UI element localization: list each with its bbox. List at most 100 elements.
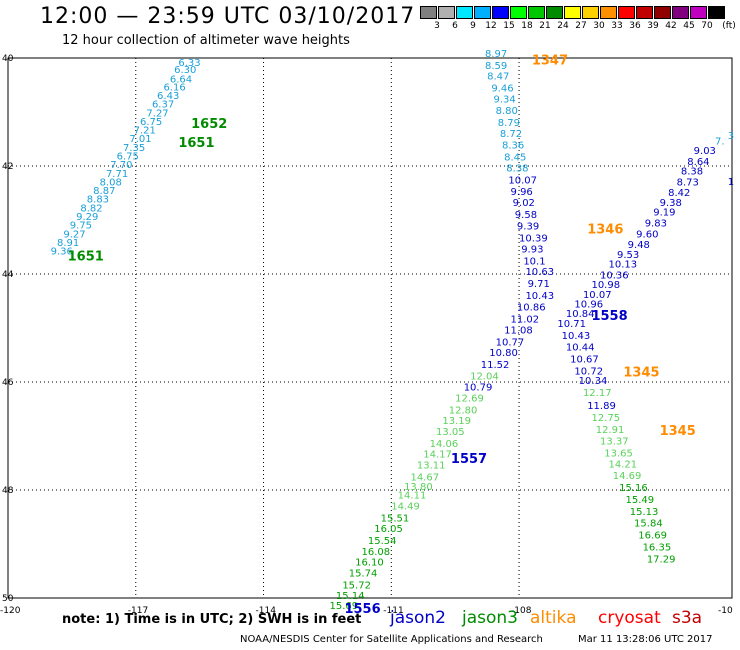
legend-label: 30 [593,21,605,31]
legend-swatch [528,6,545,19]
wave-height-value: 16.08 [361,547,390,558]
wave-height-value: 10.79 [464,383,493,394]
wave-height-value: 8.38 [506,163,528,174]
wave-height-value: 14.11 [398,491,427,502]
legend-label: 18 [521,21,533,31]
wave-height-value: 8.73 [677,177,699,188]
wave-height-value: 8.72 [500,129,522,140]
wave-height-value: 6.64 [170,74,192,85]
wave-height-value: 15.13 [630,507,659,518]
wave-height-value: 9.96 [511,187,533,198]
wave-height-value: 15.54 [368,536,397,547]
satellite-name: jason3 [462,608,518,628]
legend-swatch [546,6,563,19]
wave-height-value: 11.89 [587,401,616,412]
wave-height-value: 10.71 [557,319,586,330]
wave-height-value: 12.17 [583,388,612,399]
wave-height-value: 13.05 [436,427,465,438]
legend-swatch [690,6,707,19]
legend-swatch [420,6,437,19]
legend-label: 33 [611,21,623,31]
page-subtitle: 12 hour collection of altimeter wave hei… [62,33,350,48]
wave-height-value: 15.74 [349,568,378,579]
wave-height-value: 13.19 [442,416,471,427]
wave-height-value: 8.87 [93,186,115,197]
pass-time-label: 1347 [532,53,568,68]
wave-height-value: 9.48 [628,240,650,251]
wave-height-value: 10.36 [600,270,629,281]
pass-time-label: 1345 [660,424,696,439]
wave-height-value: 15.51 [381,513,410,524]
wave-height-value: 10.98 [591,280,620,291]
wave-height-value: 8.38 [681,167,703,178]
legend-swatch [582,6,599,19]
lon-label: -120 [0,606,21,616]
axis-labels: 40 42 44 46 48 50 -120 -117 -114 -111 -108 -10 [0,54,733,616]
wave-height-value: 15.16 [619,483,648,494]
legend-swatch [564,6,581,19]
wave-height-value: 8.42 [668,188,690,199]
wave-height-value: 9.29 [76,212,98,223]
wave-height-value: 9.19 [653,208,675,219]
pass-time-label: 1651 [68,250,104,265]
wave-height-value: 7.35 [123,143,145,154]
wave-height-value: 15.84 [634,519,663,530]
wave-height-value: 14.69 [613,471,642,482]
wave-height-value: 8.83 [87,195,109,206]
footer-timestamp: Mar 11 13:28:06 UTC 2017 [578,634,713,645]
wave-height-value: 1 [728,177,734,188]
wave-height-value: 10.13 [608,260,637,271]
wave-height-value: 14.67 [410,472,439,483]
wave-height-value: 6.75 [140,117,162,128]
legend-label: 36 [629,21,641,31]
wave-height-value: 9.83 [645,218,667,229]
wave-height-value: 10.07 [583,290,612,301]
wave-height-value: 12.80 [449,405,478,416]
wave-height-value: 9.27 [63,229,85,240]
wave-height-value: 11.02 [511,315,540,326]
wave-height-value: 8.59 [485,61,507,72]
wave-height-value: 7.71 [106,169,128,180]
legend-swatch [600,6,617,19]
legend-label: 45 [683,21,695,31]
wave-height-value: 14.17 [423,450,452,461]
map-grid [8,58,732,598]
wave-height-value: 14.06 [430,439,459,450]
wave-height-value: 10.77 [496,337,525,348]
wave-height-value: 8.36 [502,141,524,152]
wave-height-value: 10.80 [489,348,518,359]
satellite-tracks: 6.336.306.646.166.436.377.276.757.217.01… [51,49,735,612]
wave-height-value: 16.10 [355,558,384,569]
wave-height-value: 16.05 [374,524,403,535]
legend-label: 42 [665,21,677,31]
wave-height-value: 10.63 [525,267,554,278]
wave-height-value: 10.96 [574,299,603,310]
wave-height-value: 11.52 [481,360,510,371]
wave-height-value: 14.49 [391,501,420,512]
legend-swatch [456,6,473,19]
wave-height-value: 17.29 [647,554,676,565]
wave-height-value: 9.71 [528,279,550,290]
legend-label: 39 [647,21,659,31]
wave-height-value: 15.72 [342,580,371,591]
wave-height-value: 6.33 [178,58,200,69]
wave-height-value: 9.36 [51,247,73,258]
pass-time-label: 1557 [451,452,487,467]
wave-height-value: 10.43 [562,331,591,342]
lon-label: -111 [383,606,403,616]
wave-height-value: 9.46 [491,83,513,94]
lat-label: 48 [2,486,14,496]
wave-height-value: 10.1 [523,256,545,267]
wave-height-value: 16.35 [643,542,672,553]
wave-height-value: 7. [715,136,725,147]
footer-credit: NOAA/NESDIS Center for Satellite Applica… [240,634,543,645]
legend-label: 15 [503,21,515,31]
lon-label: -117 [128,606,148,616]
wave-height-value: 11.08 [504,325,533,336]
wave-height-value: 8.47 [487,72,509,83]
lat-label: 40 [2,54,14,64]
pass-time-label: 1556 [344,602,380,617]
legend-label: 21 [539,21,551,31]
legend-swatch [618,6,635,19]
